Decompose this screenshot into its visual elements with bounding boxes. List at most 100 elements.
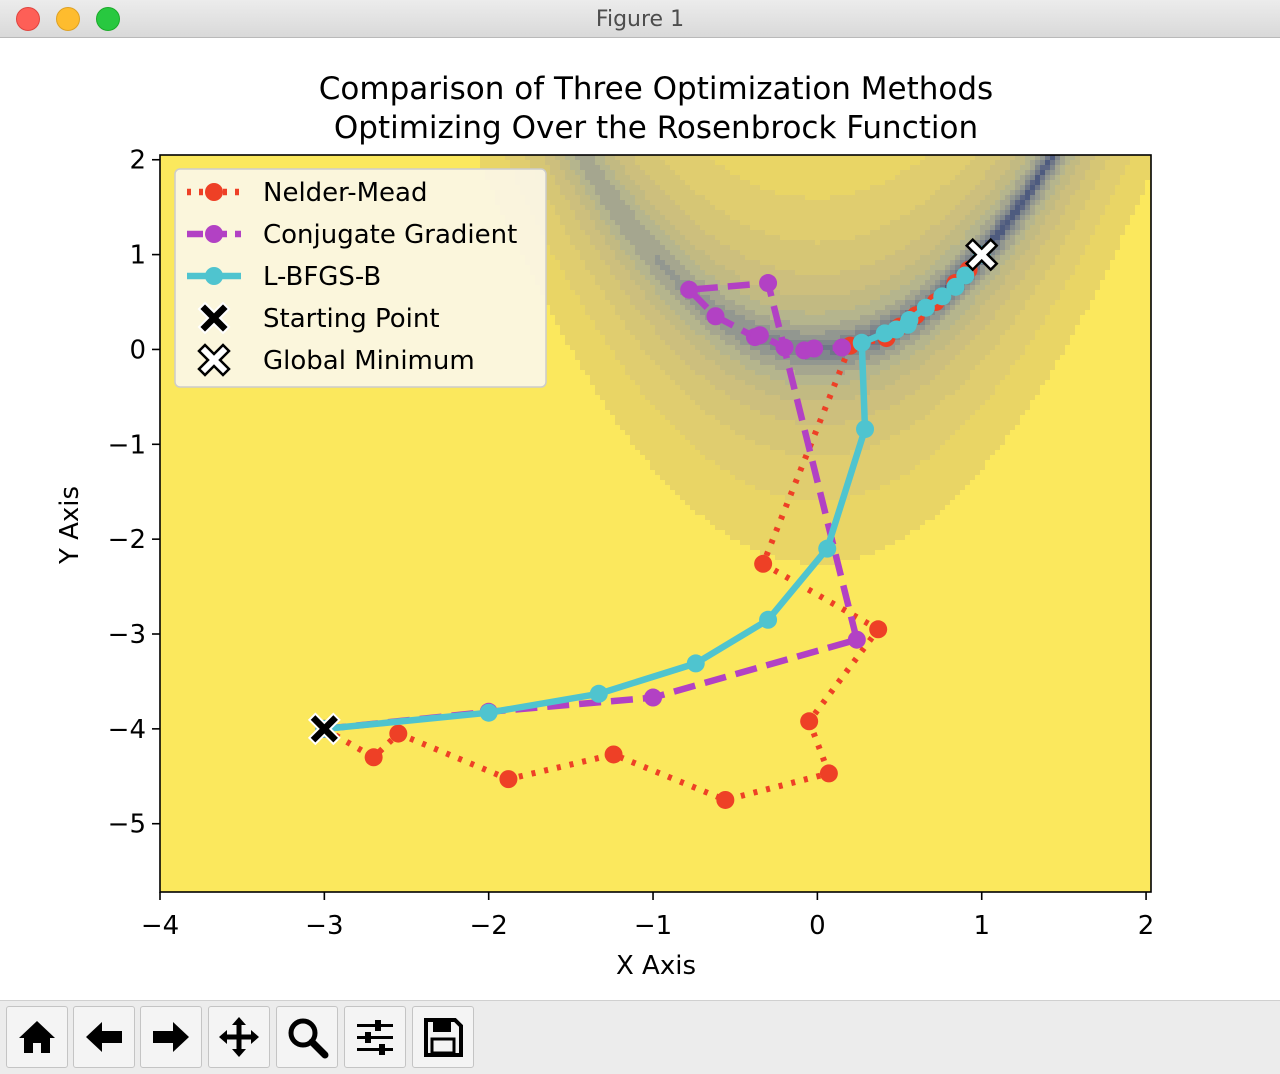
contour-cell bbox=[660, 190, 666, 196]
contour-cell bbox=[1045, 180, 1051, 186]
contour-cell bbox=[580, 205, 586, 211]
contour-cell bbox=[1025, 210, 1031, 216]
contour-cell bbox=[955, 250, 961, 256]
contour-cell bbox=[620, 235, 626, 241]
contour-cell bbox=[640, 260, 646, 266]
contour-cell bbox=[1145, 165, 1151, 171]
contour-cell bbox=[750, 190, 756, 196]
contour-cell bbox=[665, 240, 671, 246]
contour-cell bbox=[1100, 175, 1106, 181]
contour-cell bbox=[870, 205, 876, 211]
contour-cell bbox=[625, 255, 631, 261]
contour-cell bbox=[820, 165, 826, 171]
contour-cell bbox=[1065, 160, 1071, 166]
contour-cell bbox=[955, 245, 961, 251]
contour-cell bbox=[745, 210, 751, 216]
contour-cell bbox=[885, 225, 891, 231]
contour-cell bbox=[705, 255, 711, 261]
contour-cell bbox=[1060, 200, 1066, 206]
contour-cell bbox=[1070, 170, 1076, 176]
contour-cell bbox=[865, 180, 871, 186]
contour-cell bbox=[985, 235, 991, 241]
contour-cell bbox=[1105, 185, 1111, 191]
zoom-window-button[interactable] bbox=[96, 7, 120, 31]
contour-cell bbox=[870, 160, 876, 166]
contour-cell bbox=[745, 195, 751, 201]
contour-cell bbox=[1130, 205, 1136, 211]
contour-cell bbox=[1115, 225, 1121, 231]
contour-cell bbox=[690, 265, 696, 271]
close-window-button[interactable] bbox=[16, 7, 40, 31]
contour-cell bbox=[285, 165, 291, 171]
contour-cell bbox=[1015, 180, 1021, 186]
contour-cell bbox=[395, 165, 401, 171]
contour-cell bbox=[1075, 230, 1081, 236]
contour-cell bbox=[970, 215, 976, 221]
contour-cell bbox=[860, 215, 866, 221]
contour-cell bbox=[705, 275, 711, 281]
contour-cell bbox=[775, 240, 781, 246]
contour-cell bbox=[825, 190, 831, 196]
contour-cell bbox=[795, 250, 801, 256]
contour-cell bbox=[995, 160, 1001, 166]
contour-cell bbox=[600, 210, 606, 216]
contour-cell bbox=[575, 235, 581, 241]
contour-cell bbox=[1120, 230, 1126, 236]
contour-cell bbox=[255, 155, 261, 161]
contour-cell bbox=[855, 250, 861, 256]
contour-cell bbox=[745, 225, 751, 231]
contour-cell bbox=[660, 200, 666, 206]
contour-cell bbox=[715, 165, 721, 171]
contour-cell bbox=[1085, 245, 1091, 251]
contour-cell bbox=[490, 160, 496, 166]
contour-cell bbox=[915, 205, 921, 211]
contour-cell bbox=[1095, 195, 1101, 201]
contour-cell bbox=[680, 230, 686, 236]
contour-cell bbox=[365, 155, 371, 161]
minimize-window-button[interactable] bbox=[56, 7, 80, 31]
contour-cell bbox=[955, 205, 961, 211]
contour-cell bbox=[645, 240, 651, 246]
contour-cell bbox=[530, 155, 536, 161]
contour-cell bbox=[825, 165, 831, 171]
contour-cell bbox=[1065, 225, 1071, 231]
contour-cell bbox=[725, 270, 731, 276]
contour-cell bbox=[765, 255, 771, 261]
contour-cell bbox=[700, 155, 706, 161]
contour-cell bbox=[940, 260, 946, 266]
contour-cell bbox=[1000, 260, 1006, 266]
contour-cell bbox=[1115, 245, 1121, 251]
contour-cell bbox=[580, 265, 586, 271]
contour-cell bbox=[730, 170, 736, 176]
contour-cell bbox=[165, 200, 171, 206]
contour-cell bbox=[905, 230, 911, 236]
contour-cell bbox=[1050, 185, 1056, 191]
contour-cell bbox=[1125, 260, 1131, 266]
contour-cell bbox=[1120, 155, 1126, 161]
contour-cell bbox=[910, 275, 916, 281]
contour-cell bbox=[165, 190, 171, 196]
contour-cell bbox=[690, 160, 696, 166]
contour-cell bbox=[1125, 155, 1131, 161]
contour-cell bbox=[610, 190, 616, 196]
contour-cell bbox=[880, 180, 886, 186]
contour-cell bbox=[940, 190, 946, 196]
contour-cell bbox=[575, 205, 581, 211]
contour-cell bbox=[545, 255, 551, 261]
contour-cell bbox=[920, 170, 926, 176]
contour-cell bbox=[830, 220, 836, 226]
contour-cell bbox=[290, 155, 296, 161]
contour-cell bbox=[1080, 225, 1086, 231]
contour-cell bbox=[835, 250, 841, 256]
contour-cell bbox=[1000, 175, 1006, 181]
contour-cell bbox=[695, 195, 701, 201]
contour-cell bbox=[1000, 240, 1006, 246]
contour-cell bbox=[750, 245, 756, 251]
contour-cell bbox=[690, 230, 696, 236]
contour-cell bbox=[985, 220, 991, 226]
contour-cell bbox=[895, 240, 901, 246]
contour-cell bbox=[635, 190, 641, 196]
contour-cell bbox=[855, 270, 861, 276]
contour-cell bbox=[1125, 190, 1131, 196]
contour-cell bbox=[640, 215, 646, 221]
